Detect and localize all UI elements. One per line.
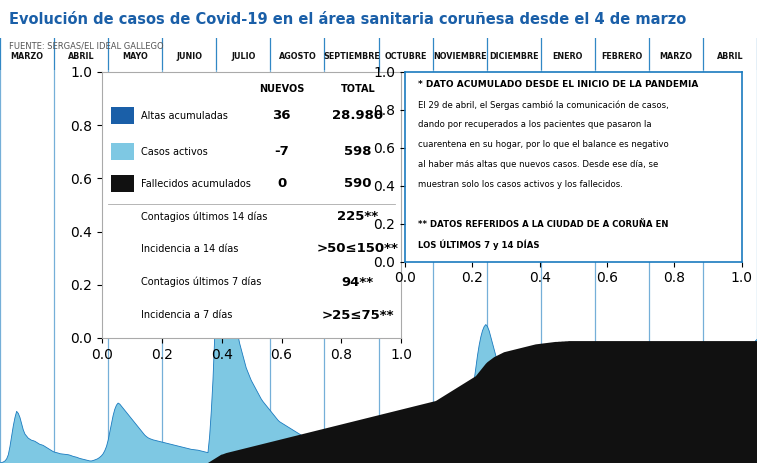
Text: DICIEMBRE: DICIEMBRE: [489, 52, 538, 61]
Text: LOS ÚLTIMOS 7 y 14 DÍAS: LOS ÚLTIMOS 7 y 14 DÍAS: [419, 240, 540, 250]
Text: NUEVOS: NUEVOS: [259, 84, 304, 94]
Text: SEPTIEMBRE: SEPTIEMBRE: [323, 52, 380, 61]
Text: dando por recuperados a los pacientes que pasaron la: dando por recuperados a los pacientes qu…: [419, 120, 652, 129]
Bar: [111, 175, 133, 192]
Text: AGOSTO: AGOSTO: [279, 52, 316, 61]
Text: 590: 590: [344, 177, 372, 190]
Text: >25≤75**: >25≤75**: [322, 309, 394, 322]
Text: -7: -7: [274, 145, 289, 158]
Text: Fallecidos acumulados: Fallecidos acumulados: [141, 179, 251, 188]
Text: 225**: 225**: [338, 210, 378, 223]
Text: cuarentena en su hogar, por lo que el balance es negativo: cuarentena en su hogar, por lo que el ba…: [419, 140, 669, 149]
Bar: [111, 107, 133, 125]
Text: Contagios últimos 14 días: Contagios últimos 14 días: [141, 212, 267, 222]
Text: MAYO: MAYO: [123, 52, 148, 61]
Text: Evolución de casos de Covid-19 en el área sanitaria coruñesa desde el 4 de marzo: Evolución de casos de Covid-19 en el áre…: [9, 12, 687, 26]
Text: Casos activos: Casos activos: [141, 147, 208, 156]
Text: muestran solo los casos activos y los fallecidos.: muestran solo los casos activos y los fa…: [419, 180, 623, 189]
Bar: [111, 143, 133, 160]
Text: Contagios últimos 7 días: Contagios últimos 7 días: [141, 277, 261, 288]
Text: FUENTE: SERGAS/EL IDEAL GALLEGO: FUENTE: SERGAS/EL IDEAL GALLEGO: [9, 42, 164, 50]
Text: 0: 0: [277, 177, 286, 190]
Text: Incidencia a 14 días: Incidencia a 14 días: [141, 244, 238, 254]
Text: ** DATOS REFERIDOS A LA CIUDAD DE A CORUÑA EN: ** DATOS REFERIDOS A LA CIUDAD DE A CORU…: [419, 220, 669, 229]
Text: TOTAL: TOTAL: [341, 84, 375, 94]
Text: ABRIL: ABRIL: [68, 52, 95, 61]
Text: >50≤150**: >50≤150**: [317, 242, 399, 255]
Text: Altas acumuladas: Altas acumuladas: [141, 111, 228, 121]
Text: 94**: 94**: [342, 275, 374, 288]
Text: NOVIEMBRE: NOVIEMBRE: [433, 52, 486, 61]
Text: ABRIL: ABRIL: [717, 52, 743, 61]
Text: JUNIO: JUNIO: [176, 52, 202, 61]
Text: MARZO: MARZO: [11, 52, 44, 61]
Text: El 29 de abril, el Sergas cambió la comunicación de casos,: El 29 de abril, el Sergas cambió la comu…: [419, 100, 669, 110]
Text: * DATO ACUMULADO DESDE EL INICIO DE LA PANDEMIA: * DATO ACUMULADO DESDE EL INICIO DE LA P…: [419, 80, 699, 89]
Text: OCTUBRE: OCTUBRE: [385, 52, 427, 61]
Text: 36: 36: [273, 109, 291, 122]
Text: FEBRERO: FEBRERO: [601, 52, 643, 61]
Text: 28.980: 28.980: [332, 109, 383, 122]
Text: JULIO: JULIO: [231, 52, 256, 61]
Text: 598: 598: [344, 145, 372, 158]
Text: Incidencia a 7 días: Incidencia a 7 días: [141, 310, 232, 320]
Text: al haber más altas que nuevos casos. Desde ese día, se: al haber más altas que nuevos casos. Des…: [419, 160, 659, 169]
Text: MARZO: MARZO: [659, 52, 693, 61]
Text: ENERO: ENERO: [553, 52, 583, 61]
